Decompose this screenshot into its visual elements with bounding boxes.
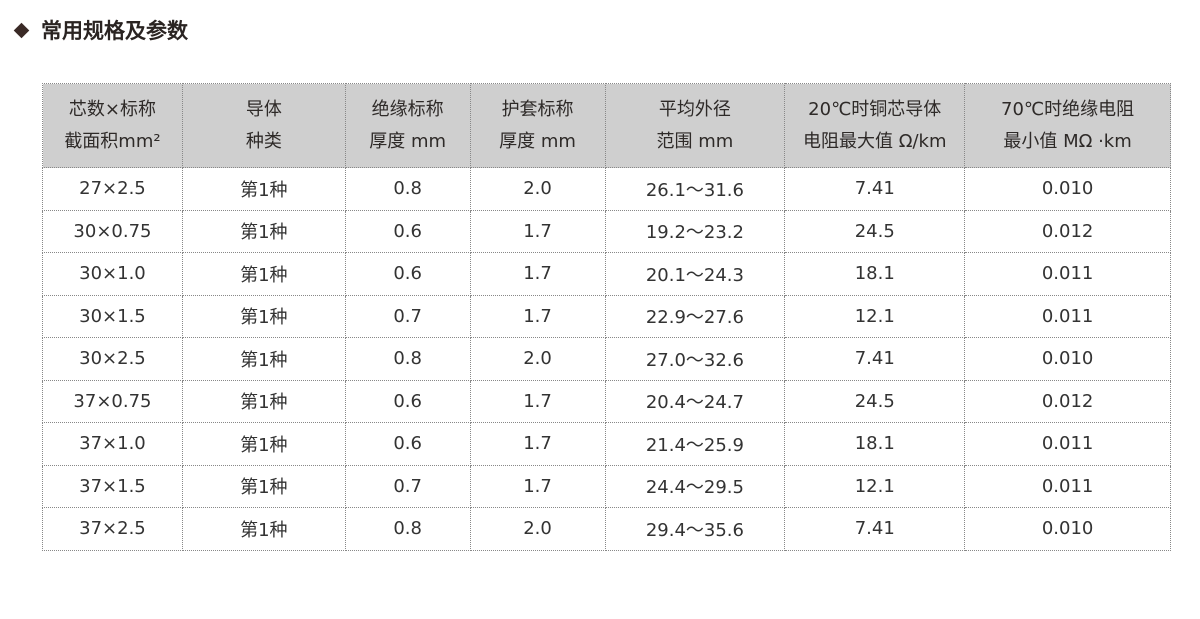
table-cell: 第1种 [181, 337, 346, 381]
table-cell: 第1种 [181, 294, 346, 338]
table-cell: 第1种 [181, 422, 346, 466]
table-cell: 0.011 [964, 252, 1171, 296]
table-cell: 12.1 [784, 294, 966, 338]
table-cell: 30×1.0 [42, 252, 183, 296]
table-cell: 27×2.5 [42, 167, 183, 211]
column-header: 70℃时绝缘电阻 最小值 MΩ ·km [964, 83, 1171, 168]
table-cell: 1.7 [469, 252, 606, 296]
table-cell: 20.1～24.3 [604, 252, 786, 296]
table-cell: 0.010 [964, 167, 1171, 211]
column-header-line: 截面积mm² [64, 130, 161, 152]
table-row: 30×1.5 第1种 0.7 1.7 22.9～27.6 12.1 0.011 [42, 294, 1171, 338]
table-cell: 1.7 [469, 209, 606, 253]
column-header-line: 平均外径 [658, 98, 731, 120]
table-header-row: 芯数×标称 截面积mm² 导体 种类 绝缘标称 厚度 mm 护套标称 厚度 mm 平均外径 范围 … [42, 83, 1171, 168]
column-header-line: 20℃时铜芯导体 [808, 98, 942, 120]
table-cell: 0.012 [964, 379, 1171, 423]
table-cell: 12.1 [784, 464, 966, 508]
table-cell: 1.7 [469, 422, 606, 466]
table-cell: 2.0 [469, 337, 606, 381]
table-cell: 第1种 [181, 507, 346, 551]
column-header-line: 种类 [245, 130, 282, 152]
table-cell: 0.010 [964, 507, 1171, 551]
table-row: 37×2.5 第1种 0.8 2.0 29.4～35.6 7.41 0.010 [42, 507, 1171, 551]
table-cell: 0.7 [344, 464, 471, 508]
table-row: 37×1.0 第1种 0.6 1.7 21.4～25.9 18.1 0.011 [42, 422, 1171, 466]
section-title-text: 常用规格及参数 [41, 19, 188, 43]
table-cell: 0.011 [964, 294, 1171, 338]
table-cell: 37×1.0 [42, 422, 183, 466]
column-header: 导体 种类 [181, 83, 346, 168]
column-header: 护套标称厚度 mm [469, 83, 606, 168]
table-cell: 2.0 [469, 507, 606, 551]
table-cell: 21.4～25.9 [604, 422, 786, 466]
table-cell: 1.7 [469, 379, 606, 423]
column-header: 平均外径范围 mm [604, 83, 786, 168]
table-cell: 1.7 [469, 294, 606, 338]
table-cell: 2.0 [469, 167, 606, 211]
table-cell: 0.8 [344, 167, 471, 211]
column-header: 20℃时铜芯导体 电阻最大值 Ω/km [784, 83, 966, 168]
table-row: 37×1.5 第1种 0.7 1.7 24.4～29.5 12.1 0.011 [42, 464, 1171, 508]
table-cell: 0.012 [964, 209, 1171, 253]
table-cell: 第1种 [181, 167, 346, 211]
table-cell: 7.41 [784, 507, 966, 551]
table-cell: 30×2.5 [42, 337, 183, 381]
spec-table: 芯数×标称 截面积mm² 导体 种类 绝缘标称 厚度 mm 护套标称 厚度 mm 平均外径 范围 … [42, 83, 1171, 551]
column-header: 芯数×标称截面积mm² [42, 83, 183, 168]
table-cell: 24.5 [784, 209, 966, 253]
column-header-line: 厚度 mm [499, 130, 576, 152]
table-cell: 0.8 [344, 507, 471, 551]
table-row: 37×0.75 第1种 0.6 1.7 20.4～24.7 24.5 0.012 [42, 379, 1171, 423]
table-cell: 30×0.75 [42, 209, 183, 253]
table-cell: 18.1 [784, 252, 966, 296]
table-row: 27×2.5 第1种 0.8 2.0 26.1～31.6 7.41 0.010 [42, 167, 1171, 211]
table-cell: 22.9～27.6 [604, 294, 786, 338]
table-cell: 第1种 [181, 209, 346, 253]
table-cell: 0.011 [964, 464, 1171, 508]
column-header-line: 厚度 mm [369, 130, 447, 152]
column-header-line: 电阻最大值 Ω/km [802, 130, 947, 152]
table-cell: 37×2.5 [42, 507, 183, 551]
section-title: 常用规格及参数 [12, 14, 188, 46]
table-cell: 7.41 [784, 337, 966, 381]
column-header-line: 绝缘标称 [371, 98, 444, 120]
table-cell: 18.1 [784, 422, 966, 466]
column-header-line: 护套标称 [501, 98, 574, 120]
table-cell: 0.6 [344, 252, 471, 296]
table-cell: 24.4～29.5 [604, 464, 786, 508]
table-cell: 29.4～35.6 [604, 507, 786, 551]
table-cell: 1.7 [469, 464, 606, 508]
column-header-line: 70℃时绝缘电阻 [1001, 98, 1135, 120]
table-cell: 0.6 [344, 422, 471, 466]
column-header-line: 范围 mm [656, 130, 734, 152]
table-cell: 0.010 [964, 337, 1171, 381]
table-cell: 27.0～32.6 [604, 337, 786, 381]
table-cell: 0.6 [344, 209, 471, 253]
table-cell: 第1种 [181, 464, 346, 508]
table-cell: 37×1.5 [42, 464, 183, 508]
table-cell: 0.6 [344, 379, 471, 423]
table-row: 30×1.0 第1种 0.6 1.7 20.1～24.3 18.1 0.011 [42, 252, 1171, 296]
table-cell: 30×1.5 [42, 294, 183, 338]
table-cell: 26.1～31.6 [604, 167, 786, 211]
table-cell: 37×0.75 [42, 379, 183, 423]
table-cell: 0.8 [344, 337, 471, 381]
table-cell: 24.5 [784, 379, 966, 423]
table-cell: 20.4～24.7 [604, 379, 786, 423]
column-header-line: 导体 [245, 98, 282, 120]
column-header-line: 芯数×标称 [68, 98, 156, 120]
column-header-line: 最小值 MΩ ·km [1003, 130, 1132, 152]
table-cell: 19.2～23.2 [604, 209, 786, 253]
table-row: 30×2.5 第1种 0.8 2.0 27.0～32.6 7.41 0.010 [42, 337, 1171, 381]
table-cell: 7.41 [784, 167, 966, 211]
table-cell: 0.011 [964, 422, 1171, 466]
column-header: 绝缘标称厚度 mm [344, 83, 471, 168]
table-row: 30×0.75 第1种 0.6 1.7 19.2～23.2 24.5 0.012 [42, 209, 1171, 253]
table-cell: 0.7 [344, 294, 471, 338]
table-cell: 第1种 [181, 379, 346, 423]
table-cell: 第1种 [181, 252, 346, 296]
diamond-icon [13, 22, 30, 38]
